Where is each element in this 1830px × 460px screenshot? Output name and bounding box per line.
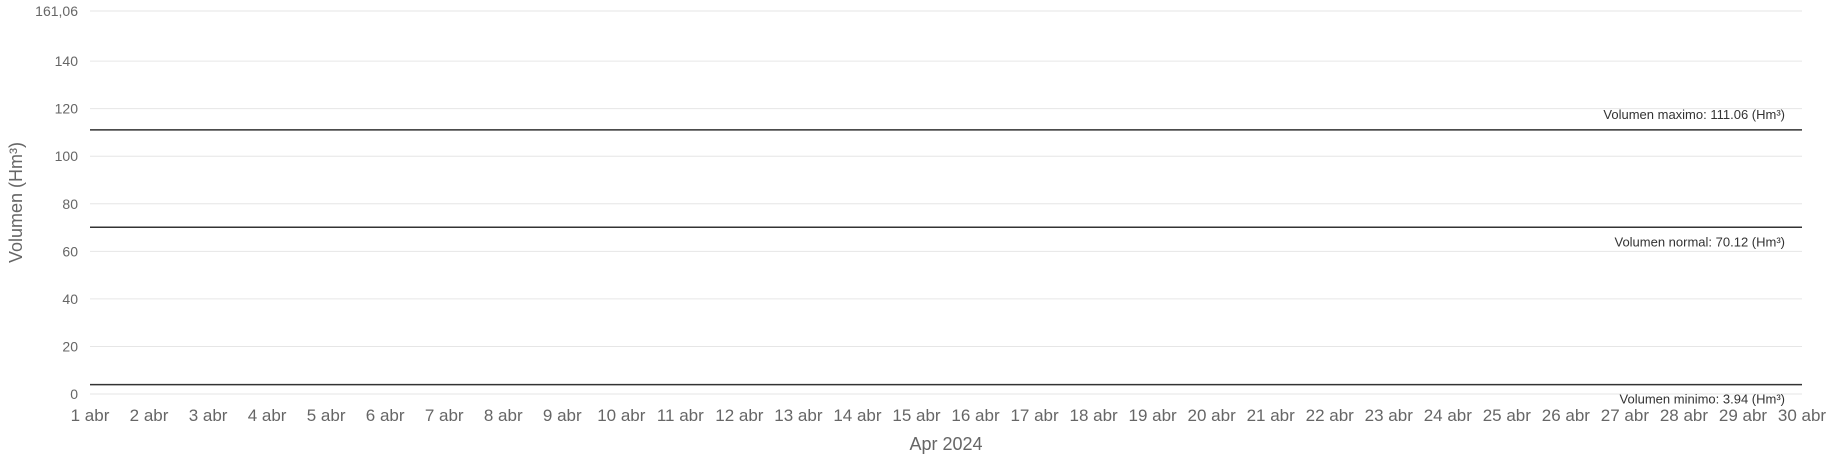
- reference-lines: Volumen maximo: 111.06 (Hm³) Volumen norm…: [90, 107, 1802, 407]
- x-tick-label: 4 abr: [248, 406, 287, 425]
- x-tick-label: 12 abr: [715, 406, 764, 425]
- x-tick-label: 14 abr: [833, 406, 882, 425]
- grid-layer: [90, 10, 1802, 395]
- y-tick-label: 80: [62, 196, 78, 212]
- x-axis-title: Apr 2024: [909, 434, 982, 454]
- x-tick-label: 11 abr: [657, 406, 704, 425]
- y-tick-label: 60: [62, 243, 78, 259]
- y-tick-label: 40: [62, 291, 78, 307]
- x-tick-label: 22 abr: [1306, 406, 1355, 425]
- x-tick-label: 17 abr: [1010, 406, 1059, 425]
- y-tick-label: 20: [62, 338, 78, 354]
- x-tick-label: 13 abr: [774, 406, 823, 425]
- x-tick-label: 3 abr: [189, 406, 228, 425]
- x-tick-label: 7 abr: [425, 406, 464, 425]
- x-tick-label: 8 abr: [484, 406, 523, 425]
- x-tick-label: 19 abr: [1129, 406, 1178, 425]
- x-tick-label: 29 abr: [1719, 406, 1768, 425]
- x-tick-label: 9 abr: [543, 406, 582, 425]
- x-tick-label: 6 abr: [366, 406, 405, 425]
- reference-line-label: Volumen maximo: 111.06 (Hm³): [1603, 107, 1785, 122]
- x-tick-label: 16 abr: [951, 406, 1000, 425]
- x-tick-label: 15 abr: [892, 406, 941, 425]
- y-tick-label: 161,06: [35, 3, 78, 19]
- reference-line-label: Volumen minimo: 3.94 (Hm³): [1620, 392, 1785, 407]
- x-tick-label: 30 abr: [1778, 406, 1827, 425]
- y-axis-title: Volumen (Hm³): [6, 142, 26, 263]
- x-tick-label: 28 abr: [1660, 406, 1709, 425]
- x-tick-label: 21 abr: [1247, 406, 1296, 425]
- x-tick-label: 23 abr: [1365, 406, 1414, 425]
- x-axis-ticks: 1 abr 2 abr 3 abr 4 abr 5 abr 6 abr 7 abr 8 abr…: [71, 406, 1827, 425]
- reference-line-label: Volumen normal: 70.12 (Hm³): [1614, 234, 1785, 249]
- y-tick-label: 140: [55, 53, 79, 69]
- x-tick-label: 24 abr: [1424, 406, 1473, 425]
- x-tick-label: 18 abr: [1069, 406, 1118, 425]
- x-tick-label: 10 abr: [597, 406, 646, 425]
- y-tick-label: 120: [55, 101, 79, 117]
- x-tick-label: 27 abr: [1601, 406, 1650, 425]
- x-tick-label: 26 abr: [1542, 406, 1591, 425]
- y-tick-label: 100: [55, 148, 79, 164]
- x-tick-label: 1 abr: [71, 406, 110, 425]
- y-axis-ticks: 0 20 40 60 80 100 120 140 161,06: [35, 3, 78, 402]
- x-tick-label: 25 abr: [1483, 406, 1532, 425]
- x-tick-label: 20 abr: [1188, 406, 1237, 425]
- x-tick-label: 2 abr: [130, 406, 169, 425]
- x-tick-label: 5 abr: [307, 406, 346, 425]
- y-tick-label: 0: [70, 386, 78, 402]
